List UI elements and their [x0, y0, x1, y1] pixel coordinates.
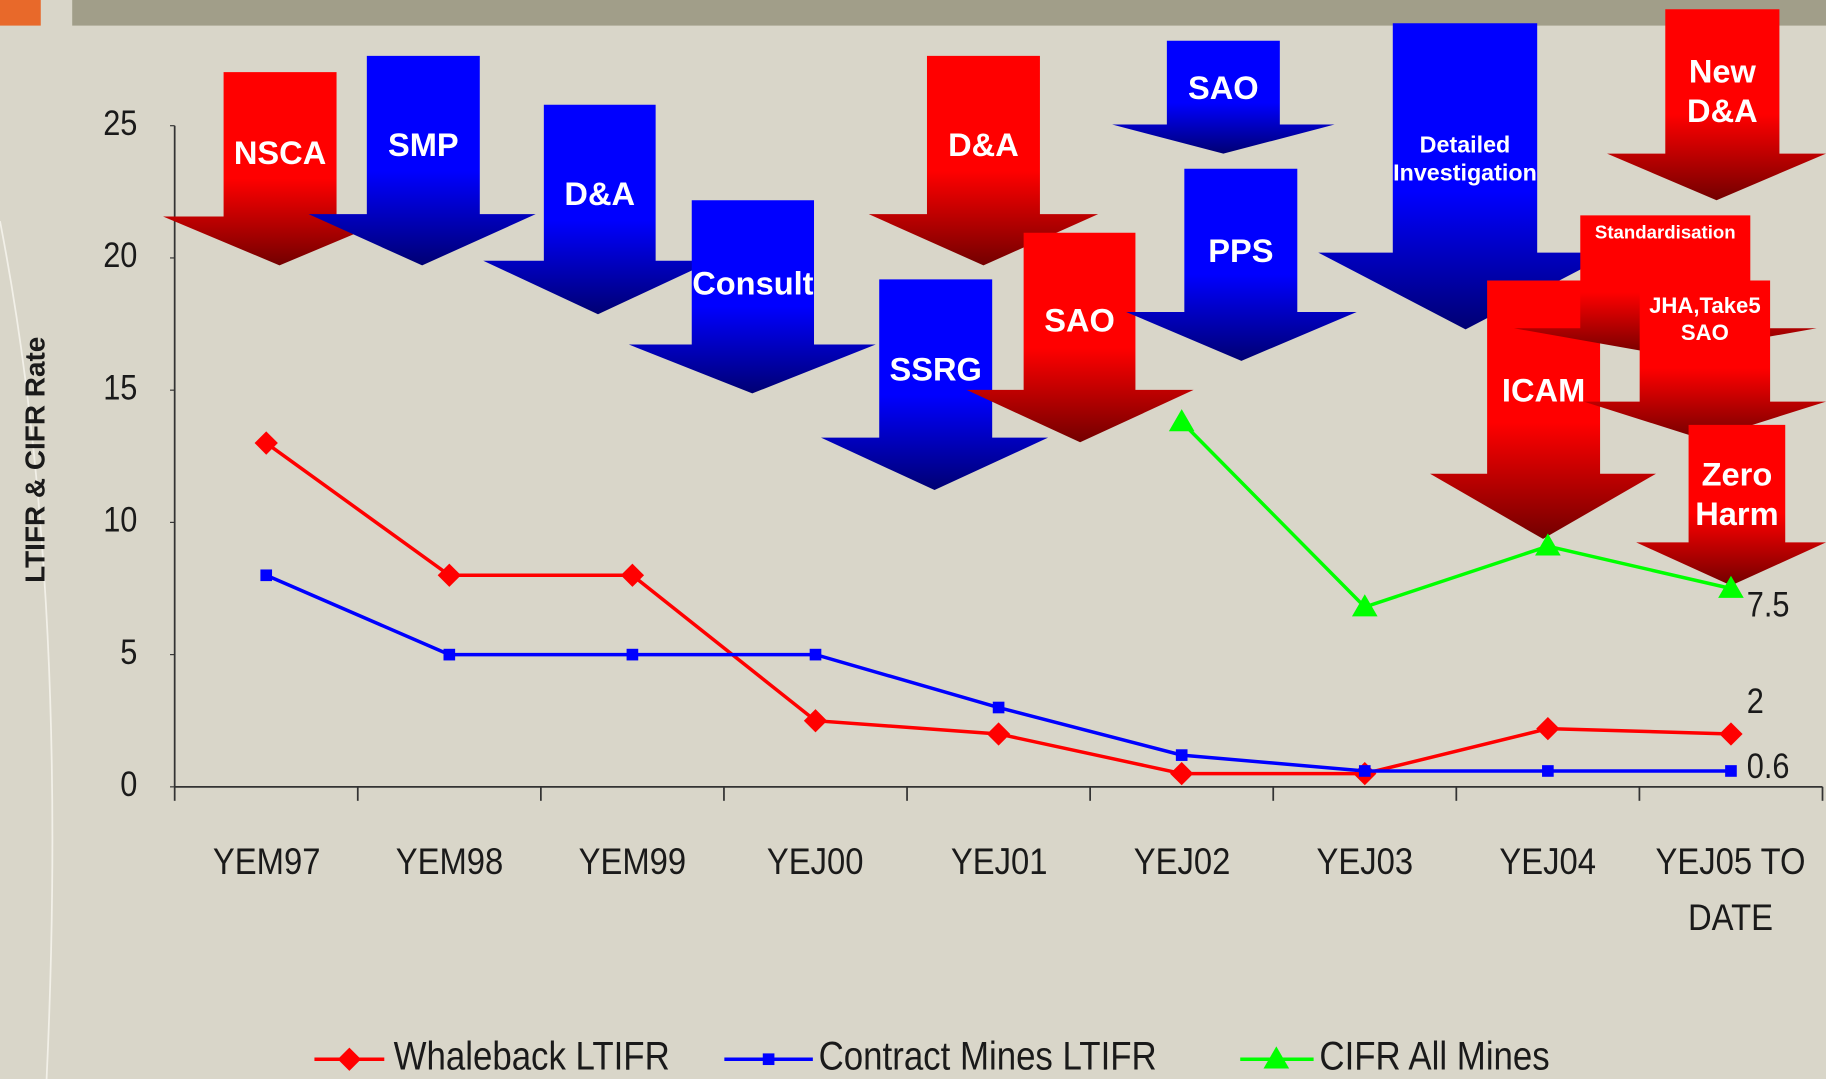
- legend-label: CIFR All Mines: [1319, 1034, 1549, 1079]
- x-tick-label: YEJ05 TO DATE: [1655, 840, 1806, 939]
- marker-square: [1175, 749, 1188, 761]
- x-tick-label: YEM97: [212, 840, 320, 883]
- legend-marker: [1263, 1046, 1290, 1069]
- legend-label: Whaleback LTIFR: [394, 1034, 670, 1079]
- marker-square: [443, 648, 456, 661]
- arrow-label: PPS: [1208, 232, 1274, 269]
- arrow-label: D&A: [564, 175, 636, 212]
- arrow-label: Detailed Investigation: [1393, 132, 1537, 187]
- y-tick-label: 5: [120, 632, 137, 671]
- marker-diamond: [254, 431, 278, 455]
- arrow: [483, 104, 713, 315]
- arrow-label: New D&A: [1687, 53, 1758, 130]
- top-bar: [72, 0, 1826, 26]
- marker-square: [1725, 765, 1737, 777]
- y-tick-label: 0: [120, 764, 137, 803]
- x-tick-label: YEJ00: [767, 840, 864, 883]
- marker-diamond: [437, 563, 461, 587]
- arrow: [1583, 280, 1826, 440]
- arrow: [1112, 40, 1335, 154]
- arrow: [1126, 168, 1357, 361]
- arrow: [1607, 9, 1826, 201]
- arrow-label: Consult: [692, 265, 814, 302]
- arrow-label: SSRG: [889, 351, 982, 388]
- marker-triangle: [1535, 533, 1561, 556]
- arrow-label: SAO: [1044, 302, 1115, 339]
- arrow: [821, 279, 1049, 491]
- marker-triangle: [1168, 409, 1195, 432]
- series-line: [1180, 420, 1732, 610]
- marker-triangle: [1351, 594, 1378, 617]
- legend-marker: [762, 1053, 775, 1066]
- arrow: [628, 200, 876, 394]
- arrow-label: Zero Harm: [1695, 456, 1779, 533]
- marker-square: [1542, 765, 1554, 777]
- arrow: [1318, 23, 1613, 330]
- legend-label: Contract Mines LTIFR: [819, 1034, 1157, 1079]
- y-tick-label: 20: [103, 235, 137, 274]
- marker-diamond: [1536, 717, 1560, 741]
- y-tick-label: 10: [103, 500, 137, 539]
- x-tick-label: YEJ02: [1133, 840, 1230, 883]
- y-tick-label: 25: [103, 103, 137, 142]
- arrow-label: Standardisation: [1594, 223, 1736, 244]
- marker-triangle: [1718, 575, 1744, 598]
- marker-diamond: [1170, 761, 1194, 786]
- marker-square: [1358, 765, 1371, 777]
- arrow-label: ICAM: [1501, 372, 1586, 409]
- marker-square: [260, 569, 273, 582]
- y-tick-label: 15: [103, 368, 137, 407]
- arrow: [1430, 280, 1656, 539]
- data-label: 7.5: [1747, 585, 1790, 624]
- legend-marker: [337, 1047, 362, 1071]
- marker-square: [992, 701, 1005, 714]
- arrow: [1636, 424, 1826, 586]
- x-tick-label: YEM98: [395, 840, 504, 883]
- marker-diamond: [1719, 722, 1743, 746]
- x-tick-label: YEJ04: [1499, 840, 1597, 883]
- marker-diamond: [803, 709, 828, 733]
- x-tick-label: YEM99: [578, 840, 687, 883]
- data-label: 2: [1747, 681, 1764, 720]
- marker-diamond: [986, 722, 1011, 746]
- arrow-label: JHA,Take5 SAO: [1649, 294, 1761, 346]
- y-axis-label: LTIFR & CIFR Rate: [20, 337, 51, 583]
- arrow-label: SMP: [387, 126, 459, 163]
- arrow-label: SAO: [1188, 69, 1259, 106]
- arrow: [868, 55, 1099, 266]
- marker-square: [809, 648, 822, 661]
- x-tick-label: YEJ01: [950, 840, 1047, 883]
- data-label: 0.6: [1747, 746, 1790, 785]
- decor-curve: [0, 220, 54, 1079]
- arrow: [308, 55, 536, 266]
- arrow-label: NSCA: [233, 135, 327, 172]
- x-tick-label: YEJ03: [1316, 840, 1414, 883]
- corner-accent: [0, 0, 41, 26]
- marker-square: [626, 648, 639, 661]
- arrow-label: D&A: [948, 126, 1019, 163]
